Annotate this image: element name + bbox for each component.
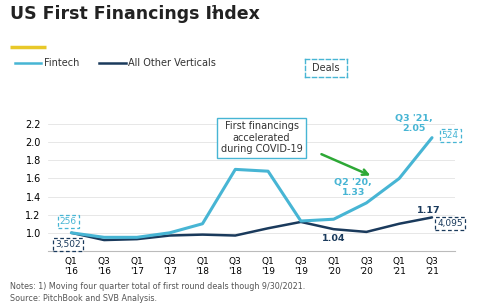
Text: 1.04: 1.04 (322, 234, 346, 243)
Text: Notes: 1) Moving four quarter total of first round deals though 9/30/2021.
Sourc: Notes: 1) Moving four quarter total of f… (10, 282, 305, 303)
Text: 1: 1 (211, 5, 218, 15)
Text: US First Financings Index: US First Financings Index (10, 5, 259, 23)
Text: 4,095: 4,095 (437, 219, 463, 228)
Text: Deals: Deals (312, 63, 340, 73)
Text: Q2 '20,
1.33: Q2 '20, 1.33 (334, 178, 372, 197)
Text: Fintech: Fintech (44, 58, 79, 68)
Text: 256: 256 (60, 217, 76, 226)
Text: All Other Verticals: All Other Verticals (128, 58, 216, 68)
Text: 3,502: 3,502 (55, 240, 81, 249)
Text: Q3 '21,
2.05: Q3 '21, 2.05 (395, 114, 433, 133)
Text: 1.17: 1.17 (417, 206, 441, 215)
Text: First financings
accelerated
during COVID-19: First financings accelerated during COVI… (221, 121, 302, 154)
Text: 524: 524 (441, 131, 458, 140)
